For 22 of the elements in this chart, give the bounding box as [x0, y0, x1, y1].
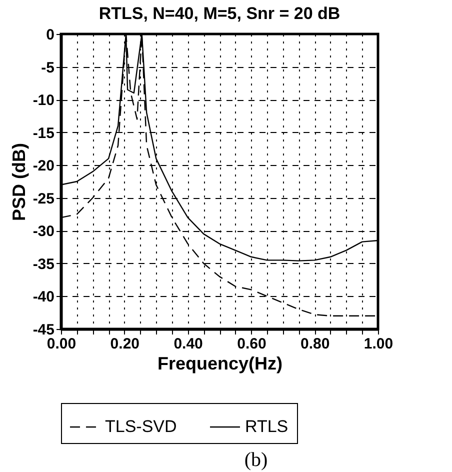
y-tick-label: -25 [32, 190, 54, 208]
x-tick-label: 0.60 [237, 336, 266, 352]
x-tick-label: 0.00 [46, 336, 76, 352]
y-tick-label: -30 [32, 223, 54, 240]
x-axis-title: Frequency(Hz) [157, 354, 283, 374]
y-tick-label: -35 [32, 256, 54, 273]
y-tick-label: -45 [32, 322, 54, 338]
y-tick-label: -20 [32, 158, 54, 175]
x-tick-label: 0.40 [174, 336, 203, 352]
x-tick-label: 0.20 [110, 336, 140, 352]
y-axis-title: PSD (dB) [8, 143, 29, 221]
y-tick-label: 0 [46, 26, 54, 44]
y-tick-label: -40 [32, 288, 54, 306]
text: (b) [243, 449, 269, 472]
y-tick-label: -15 [32, 124, 54, 142]
y-tick-label: -5 [41, 59, 54, 76]
x-tick-label: 1.00 [364, 336, 394, 352]
legend-label: TLS-SVD [105, 417, 177, 436]
legend-label: RTLS [245, 417, 288, 436]
x-tick-label: 0.80 [300, 336, 330, 352]
y-tick-label: -10 [32, 92, 54, 110]
chart-title: RTLS, N=40, M=5, Snr = 20 dB [98, 4, 340, 23]
